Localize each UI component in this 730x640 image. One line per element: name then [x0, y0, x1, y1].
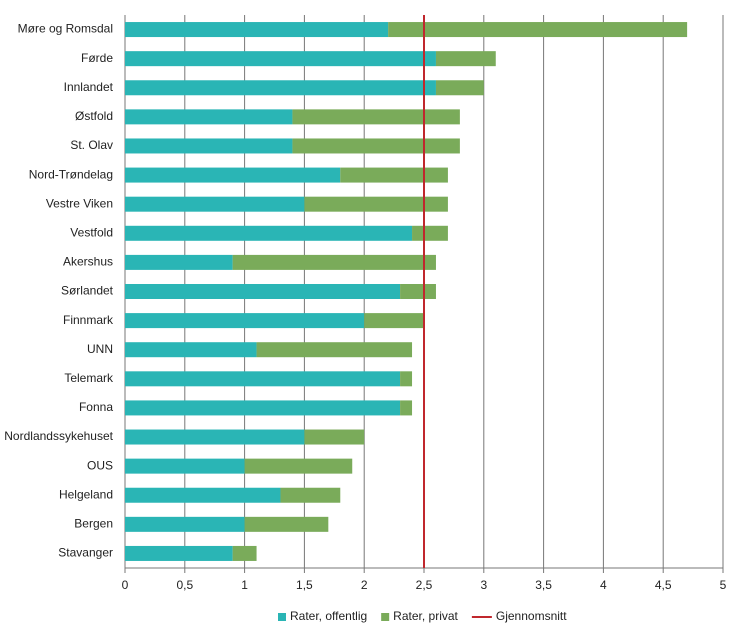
bar-segment [125, 80, 436, 96]
bar-segment [125, 371, 401, 387]
y-tick-label: Akershus [63, 255, 113, 269]
bar-segment [244, 516, 329, 532]
bar-segment [125, 225, 413, 241]
y-tick-label: Innlandet [64, 80, 114, 94]
bar-segment [292, 109, 460, 125]
x-tick-label: 2,5 [416, 578, 433, 592]
bar-segment [435, 80, 484, 96]
bar-segment [125, 109, 293, 125]
bar-segment [125, 313, 365, 329]
y-tick-label: OUS [87, 458, 113, 472]
y-tick-label: Sørlandet [61, 284, 114, 298]
bar-segment [125, 400, 401, 416]
bar-segment [125, 254, 233, 270]
y-tick-label: Møre og Romsdal [18, 22, 113, 36]
y-tick-label: UNN [87, 342, 113, 356]
x-tick-label: 0,5 [176, 578, 193, 592]
bar-segment [125, 22, 389, 38]
bar-segment [280, 487, 341, 503]
legend-label: Rater, privat [393, 609, 458, 623]
bar-segment [125, 545, 233, 561]
bar-segment [125, 458, 245, 474]
x-tick-label: 1,5 [296, 578, 313, 592]
y-tick-label: Østfold [75, 109, 113, 123]
y-tick-label: Stavanger [58, 546, 113, 560]
y-tick-label: Finnmark [63, 313, 114, 327]
bar-segment [125, 429, 305, 445]
bar-segment [125, 487, 281, 503]
x-tick-label: 1 [241, 578, 248, 592]
y-tick-label: Vestre Viken [46, 196, 113, 210]
bar-segment [125, 284, 401, 299]
bar-segment [304, 196, 448, 212]
y-tick-label: Helgeland [59, 487, 113, 501]
bar-segment [400, 400, 413, 416]
y-tick-label: Nord-Trøndelag [29, 167, 113, 181]
x-tick-label: 3 [480, 578, 487, 592]
x-tick-label: 3,5 [535, 578, 552, 592]
x-tick-label: 4 [600, 578, 607, 592]
x-tick-label: 0 [122, 578, 129, 592]
bar-segment [125, 342, 257, 358]
bar-segment [125, 516, 245, 532]
bar-segment [292, 138, 460, 154]
bar-segment [388, 22, 688, 38]
y-tick-label: Førde [81, 51, 113, 65]
bar-segment [244, 458, 353, 474]
bar-segment [340, 167, 448, 183]
y-tick-label: Vestfold [70, 225, 113, 239]
y-tick-label: Nordlandssykehuset [4, 429, 113, 443]
bar-segment [256, 342, 413, 358]
legend-swatch [278, 613, 286, 621]
bar-segment [400, 371, 413, 387]
y-tick-label: St. Olav [70, 138, 113, 152]
x-tick-label: 5 [720, 578, 727, 592]
bar-segment [125, 138, 293, 154]
bar-segment [364, 313, 424, 329]
x-tick-label: 4,5 [655, 578, 672, 592]
bar-segment [125, 167, 341, 183]
bar-segment [400, 284, 436, 299]
y-tick-label: Fonna [79, 400, 113, 414]
bar-segment [412, 225, 448, 241]
bar-segment [232, 254, 436, 270]
bar-segment [304, 429, 365, 445]
legend-label: Gjennomsnitt [496, 609, 567, 623]
legend-swatch [381, 613, 390, 621]
y-tick-label: Telemark [64, 371, 114, 385]
x-tick-label: 2 [361, 578, 368, 592]
bar-segment [435, 51, 496, 67]
legend-label: Rater, offentlig [290, 609, 367, 623]
bar-segment [125, 196, 305, 212]
y-tick-label: Bergen [74, 517, 113, 531]
bar-segment [125, 51, 436, 67]
bar-segment [232, 545, 257, 561]
